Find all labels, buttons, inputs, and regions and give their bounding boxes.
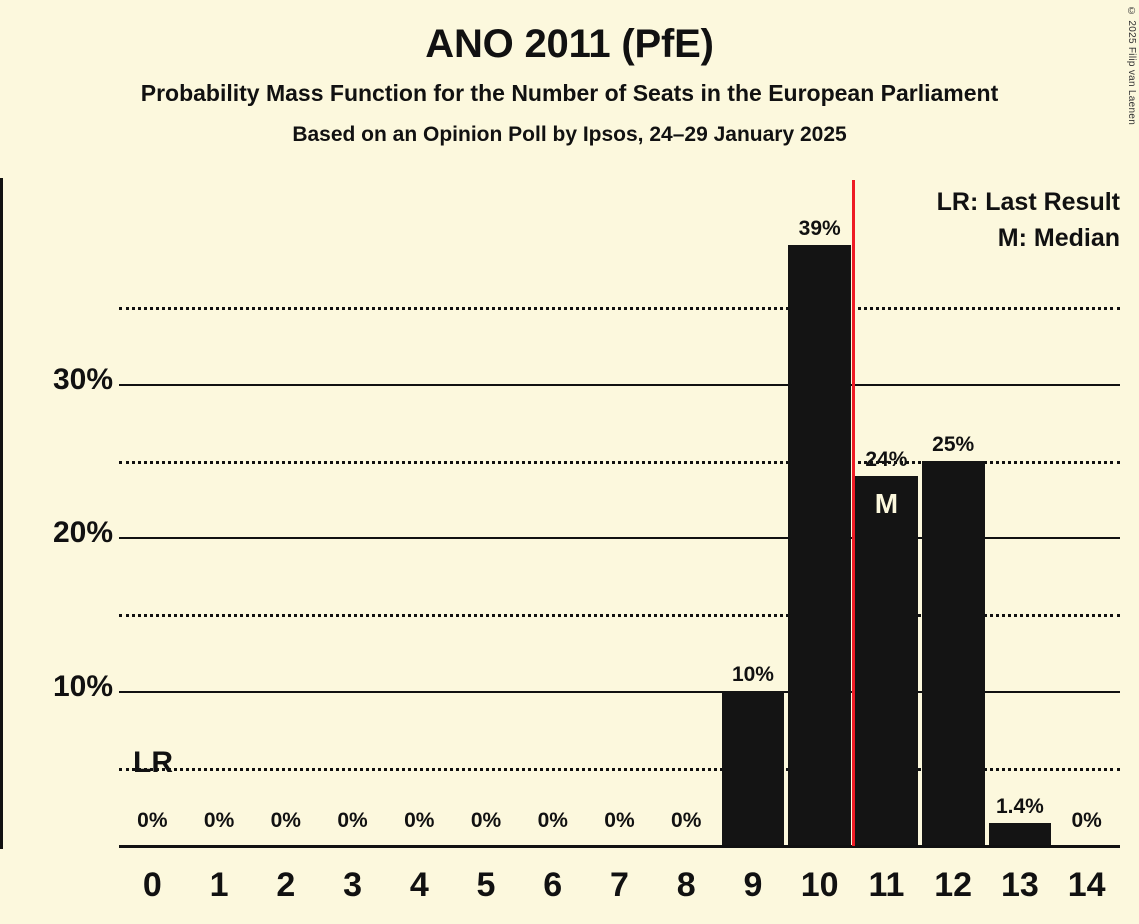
legend-item-median: M: Median [997, 224, 1120, 253]
x-axis-tick-6: 6 [543, 866, 563, 904]
bar-value-label-14: 0% [1071, 809, 1102, 832]
y-axis-tick-10: 10% [52, 670, 113, 704]
bar-value-label-13: 1.4% [995, 795, 1044, 819]
bar-seats-13[interactable] [988, 823, 1052, 845]
x-axis-tick-8: 8 [676, 866, 696, 904]
x-axis-tick-11: 11 [868, 866, 905, 904]
bar-value-label-7: 0% [604, 809, 635, 832]
gridline-dotted-35 [119, 306, 1120, 310]
x-axis-tick-2: 2 [276, 866, 296, 904]
bar-value-label-11: 24% [865, 447, 908, 471]
bar-seats-10[interactable] [788, 245, 852, 845]
chart-source-note: Based on an Opinion Poll by Ipsos, 24–29… [292, 123, 847, 146]
plot-area: 0% 0% 0% 0% 0% 0% 0% 0% 0% 10% 39% 24% 25% 1.4% 0% M [119, 178, 1120, 846]
bar-value-label-8: 0% [671, 809, 702, 832]
page-title: ANO 2011 (PfE) [425, 22, 714, 66]
bar-value-label-6: 0% [537, 809, 568, 832]
x-axis-tick-1: 1 [209, 866, 229, 904]
x-axis-tick-4: 4 [409, 866, 429, 904]
gridline-solid-20 [119, 537, 1120, 540]
y-axis-line [0, 178, 3, 849]
x-axis-tick-12: 12 [934, 866, 973, 904]
title-block: ANO 2011 (PfE) Probability Mass Function… [0, 0, 1139, 145]
bar-value-label-10: 39% [798, 217, 841, 241]
gridline-dotted-5 [119, 768, 1120, 772]
bar-value-label-3: 0% [337, 809, 368, 832]
gridline-solid-10 [119, 691, 1120, 694]
bar-seats-11[interactable] [855, 475, 918, 845]
chart-legend: LR: Last Result M: Median [937, 184, 1120, 257]
bar-value-label-5: 0% [470, 809, 502, 832]
x-axis-tick-0: 0 [142, 866, 162, 904]
bar-value-label-1: 0% [203, 809, 235, 832]
gridline-dotted-25 [119, 460, 1120, 464]
x-axis-tick-9: 9 [743, 866, 763, 904]
x-axis-tick-5: 5 [476, 866, 496, 904]
copyright-notice: © 2025 Filip van Laenen [1126, 6, 1137, 126]
y-axis-tick-30: 30% [52, 362, 113, 396]
gridline-dotted-15 [119, 614, 1120, 618]
bar-value-label-9: 10% [731, 663, 774, 687]
bar-seats-9[interactable] [721, 691, 785, 845]
chart-subtitle: Probability Mass Function for the Number… [140, 80, 999, 106]
x-axis-tick-14: 14 [1067, 866, 1106, 904]
x-axis-tick-13: 13 [1000, 866, 1039, 904]
last-result-marker-label: LR [133, 746, 173, 780]
bar-seats-12[interactable] [921, 460, 985, 845]
y-axis-tick-20: 20% [52, 516, 113, 550]
bar-value-label-4: 0% [404, 809, 435, 832]
median-marker-label: M [874, 487, 899, 519]
legend-item-last-result: LR: Last Result [936, 188, 1120, 216]
x-axis-tick-10: 10 [800, 866, 839, 904]
y-axis-tick-labels: 10% 20% 30% [0, 0, 113, 924]
bar-value-label-12: 25% [932, 432, 975, 456]
x-axis-line [119, 845, 1120, 848]
median-line [852, 180, 856, 846]
x-axis-tick-7: 7 [610, 866, 629, 904]
bar-value-label-0: 0% [137, 809, 168, 832]
x-axis-tick-3: 3 [343, 866, 362, 904]
bar-value-label-2: 0% [270, 809, 301, 832]
gridline-solid-30 [119, 383, 1120, 386]
